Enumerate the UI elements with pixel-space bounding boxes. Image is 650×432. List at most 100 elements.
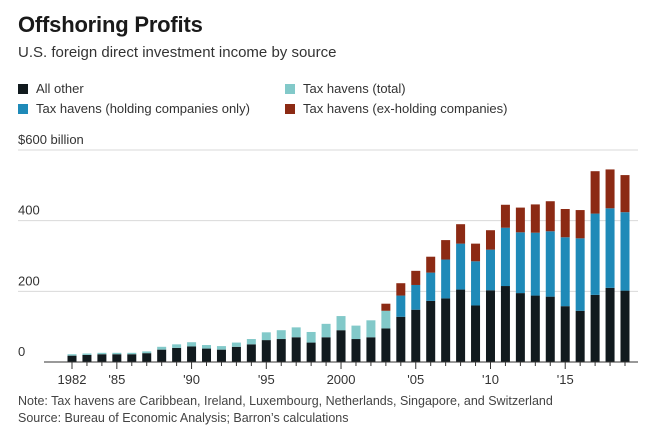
- bar-tax-havens-total: [306, 331, 316, 343]
- x-tick-label: '05: [407, 372, 424, 387]
- bar-tax-havens-total: [82, 353, 92, 355]
- chart-subtitle: U.S. foreign direct investment income by…: [18, 44, 337, 61]
- bar-ex-holding: [530, 204, 540, 233]
- bar-all-other: [530, 295, 540, 362]
- bar-all-other: [112, 354, 122, 362]
- bar-all-other: [515, 293, 525, 362]
- bar-all-other: [500, 286, 510, 362]
- y-tick-label: 0: [18, 344, 25, 359]
- bar-ex-holding: [485, 230, 495, 250]
- x-tick-label: '95: [258, 372, 275, 387]
- bar-all-other: [336, 330, 346, 362]
- bar-all-other: [261, 340, 271, 362]
- bar-tax-havens-total: [187, 342, 197, 347]
- bar-all-other: [560, 306, 570, 362]
- bar-holding: [441, 259, 451, 299]
- bar-tax-havens-total: [112, 352, 122, 355]
- bar-ex-holding: [426, 256, 436, 273]
- bar-all-other: [321, 337, 331, 362]
- y-tick-label: $600 billion: [18, 132, 84, 147]
- bar-all-other: [216, 349, 226, 362]
- bar-all-other: [127, 354, 137, 362]
- x-tick-label: '85: [108, 372, 125, 387]
- bar-all-other: [366, 337, 376, 362]
- legend-swatch-holding: [18, 103, 28, 114]
- legend-item-ex-holding: Tax havens (ex-holding companies): [285, 101, 508, 116]
- bar-all-other: [575, 310, 585, 362]
- bar-ex-holding: [471, 243, 481, 262]
- bar-tax-havens-total: [336, 316, 346, 331]
- bar-holding: [515, 232, 525, 294]
- bar-holding: [620, 212, 630, 291]
- legend-item-holding: Tax havens (holding companies only): [18, 101, 250, 116]
- bar-all-other: [142, 353, 152, 362]
- x-tick-label: '15: [557, 372, 574, 387]
- bar-all-other: [172, 347, 182, 362]
- bar-all-other: [471, 305, 481, 362]
- bar-holding: [396, 295, 406, 317]
- bar-ex-holding: [560, 209, 570, 238]
- bar-all-other: [187, 346, 197, 362]
- legend-label-holding: Tax havens (holding companies only): [36, 101, 250, 116]
- bar-all-other: [381, 328, 391, 362]
- bar-all-other: [426, 300, 436, 362]
- bar-all-other: [246, 344, 256, 362]
- bar-all-other: [97, 354, 107, 362]
- bar-ex-holding: [605, 169, 615, 209]
- bar-ex-holding: [456, 224, 466, 244]
- bar-all-other: [306, 342, 316, 362]
- bar-tax-havens-total: [97, 352, 107, 355]
- bar-all-other: [545, 296, 555, 362]
- bar-ex-holding: [381, 303, 391, 311]
- bar-holding: [426, 272, 436, 301]
- bar-all-other: [157, 349, 167, 362]
- bar-holding: [500, 227, 510, 287]
- bar-holding: [590, 213, 600, 295]
- bar-all-other: [620, 290, 630, 362]
- bar-all-other: [276, 339, 286, 362]
- x-tick-label: '90: [183, 372, 200, 387]
- bar-all-other: [590, 294, 600, 362]
- bar-tax-havens-total: [276, 330, 286, 340]
- y-tick-label: 400: [18, 203, 40, 218]
- bar-ex-holding: [620, 175, 630, 213]
- legend: All other Tax havens (total) Tax havens …: [18, 78, 638, 122]
- legend-item-all-other: All other: [18, 81, 84, 96]
- x-tick-label: 2000: [327, 372, 356, 387]
- bar-ex-holding: [545, 201, 555, 232]
- bar-holding: [575, 238, 585, 311]
- bar-holding: [456, 243, 466, 290]
- x-tick-label: 1982: [58, 372, 87, 387]
- bar-ex-holding: [441, 240, 451, 260]
- bar-tax-havens-total: [321, 323, 331, 338]
- bar-all-other: [67, 355, 77, 362]
- bar-ex-holding: [575, 210, 585, 239]
- bar-tax-havens-total: [67, 354, 77, 356]
- bar-holding: [411, 284, 421, 310]
- bar-tax-havens-total: [231, 342, 241, 347]
- footnotes: Note: Tax havens are Caribbean, Ireland,…: [18, 393, 553, 427]
- legend-label-tax-havens-total: Tax havens (total): [303, 81, 406, 96]
- bar-holding: [485, 249, 495, 291]
- legend-label-all-other: All other: [36, 81, 84, 96]
- legend-item-tax-havens-total: Tax havens (total): [285, 81, 406, 96]
- bar-all-other: [456, 289, 466, 362]
- bar-holding: [605, 208, 615, 288]
- note-text: Note: Tax havens are Caribbean, Ireland,…: [18, 394, 553, 408]
- bar-tax-havens-total: [246, 339, 256, 345]
- bar-all-other: [441, 298, 451, 362]
- bar-tax-havens-total: [351, 325, 361, 340]
- bar-ex-holding: [515, 207, 525, 233]
- y-tick-label: 200: [18, 273, 40, 288]
- bar-holding: [560, 237, 570, 307]
- legend-label-ex-holding: Tax havens (ex-holding companies): [303, 101, 508, 116]
- bar-tax-havens-total: [291, 327, 301, 338]
- bar-all-other: [605, 287, 615, 362]
- x-tick-label: '10: [482, 372, 499, 387]
- bar-tax-havens-total: [261, 332, 271, 341]
- bar-holding: [530, 232, 540, 296]
- bar-ex-holding: [411, 270, 421, 285]
- bar-tax-havens-total: [172, 344, 182, 348]
- bar-tax-havens-total: [127, 352, 137, 355]
